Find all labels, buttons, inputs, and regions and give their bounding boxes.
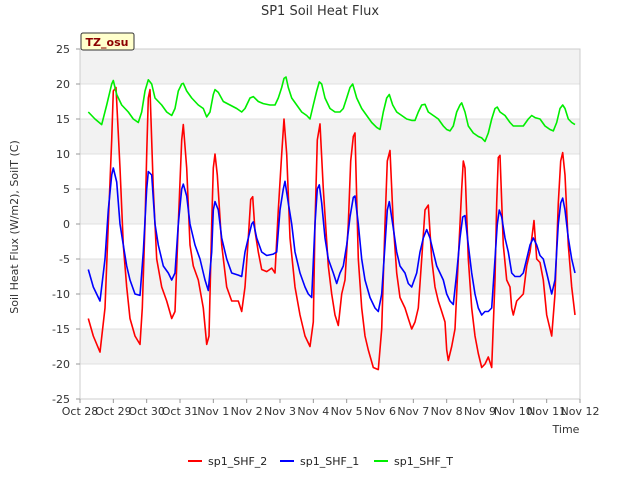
x-tick-label: Nov 4 [297, 405, 329, 418]
legend-label-sp1_SHF_1: sp1_SHF_1 [300, 455, 359, 468]
x-tick-label: Oct 29 [95, 405, 132, 418]
x-tick-label: Oct 30 [128, 405, 165, 418]
series-line-sp1_SHF_1 [87, 167, 576, 316]
x-tick-label: Nov 9 [464, 405, 496, 418]
y-tick-label: -25 [52, 393, 70, 406]
x-tick-label: Nov 2 [231, 405, 263, 418]
series-line-sp1_SHF_T [87, 76, 576, 143]
band--25--20 [80, 364, 580, 399]
x-tick-label: Nov 6 [364, 405, 396, 418]
y-tick-label: -20 [52, 358, 70, 371]
chart-title: SP1 Soil Heat Flux [261, 4, 379, 19]
series-lines [87, 76, 576, 371]
band-20-25 [80, 49, 580, 84]
y-tick-label: 5 [63, 183, 70, 196]
legend: sp1_SHF_2 sp1_SHF_1 sp1_SHF_T [188, 455, 453, 468]
x-tick-label: Nov 7 [397, 405, 429, 418]
y-tick-label: 15 [56, 113, 70, 126]
x-tick-label: Nov 3 [264, 405, 296, 418]
y-tick-label: -10 [52, 288, 70, 301]
y-tick-label: 10 [56, 148, 70, 161]
y-tick-label: 25 [56, 43, 70, 56]
y-axis-ticks: -25 -20 -15 -10 -5 0 5 10 15 20 25 [52, 43, 80, 406]
y-tick-label: -15 [52, 323, 70, 336]
band--15--10 [80, 294, 580, 329]
y-tick-label: -5 [59, 253, 70, 266]
band-10-15 [80, 119, 580, 154]
y-axis-label: Soil Heat Flux (W/m2), SoilT (C) [8, 140, 21, 313]
timezone-badge-box [80, 32, 135, 51]
band-15-20 [80, 84, 580, 119]
timezone-badge-text: TZ_osu [86, 36, 129, 49]
x-tick-label: Oct 28 [62, 405, 99, 418]
y-tick-label: 0 [63, 218, 70, 231]
band--20--15 [80, 329, 580, 364]
legend-label-sp1_SHF_2: sp1_SHF_2 [208, 455, 267, 468]
x-tick-label: Nov 1 [197, 405, 229, 418]
x-tick-label: Nov 10 [494, 405, 533, 418]
x-tick-label: Nov 11 [527, 405, 566, 418]
x-axis-label: Time [552, 423, 580, 436]
x-tick-label: Nov 8 [431, 405, 463, 418]
timezone-badge: TZ_osu [80, 32, 135, 51]
x-tick-label: Nov 5 [331, 405, 363, 418]
band-5-10 [80, 154, 580, 189]
x-tick-label: Oct 31 [162, 405, 199, 418]
series-line-sp1_SHF_2 [87, 86, 576, 371]
legend-label-sp1_SHF_T: sp1_SHF_T [394, 455, 453, 468]
x-tick-label: Nov 12 [561, 405, 600, 418]
y-tick-label: 20 [56, 78, 70, 91]
